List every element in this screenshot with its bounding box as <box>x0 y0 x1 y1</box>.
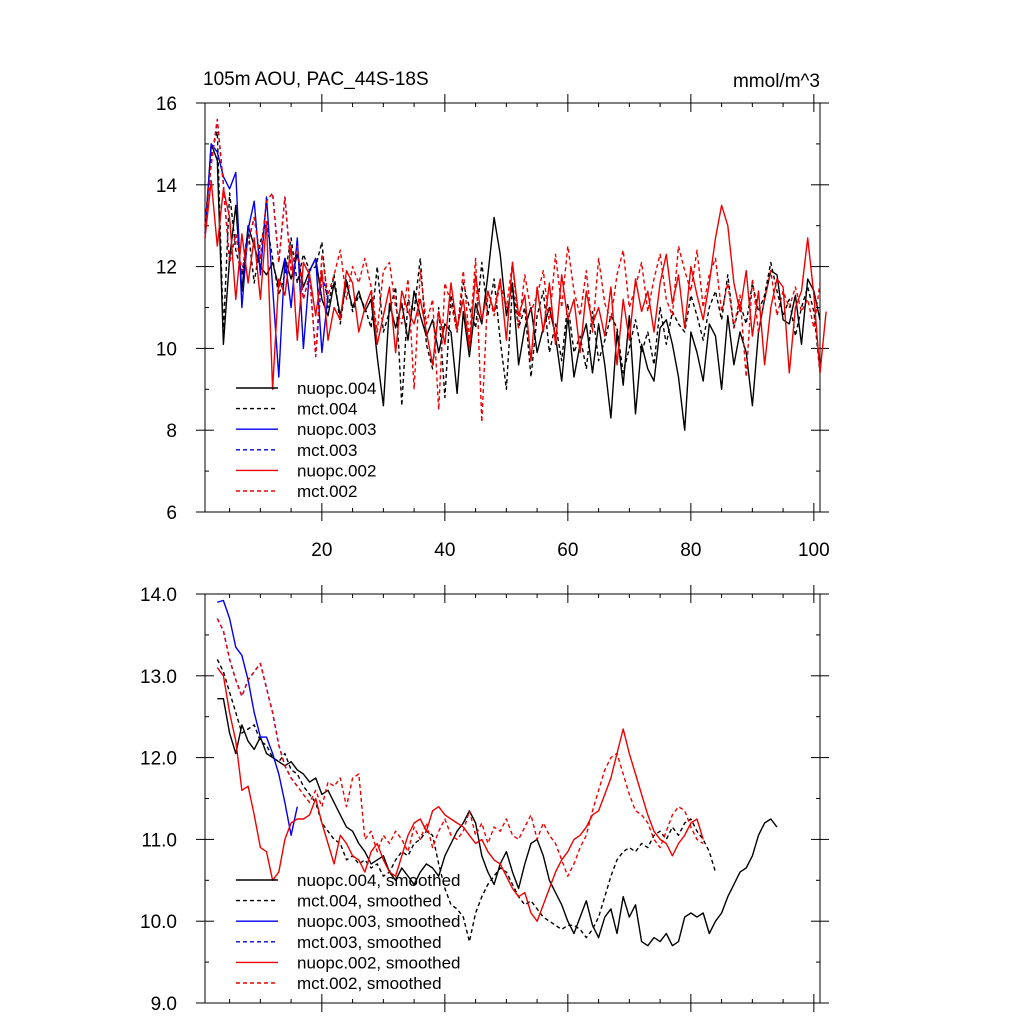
legend-label: mct.004, smoothed <box>297 892 442 911</box>
y-tick-label: 8 <box>166 421 177 442</box>
bottom-panel: 9.0 10.0 11.0 12.0 13.0 14.0 nuopc.004, smooth… <box>140 585 829 1015</box>
y-tick-label: 16 <box>156 94 177 115</box>
x-tick-label: 40 <box>434 540 455 561</box>
series-line-mct-004-smoothed <box>216 659 717 943</box>
series-line-nuopc-002 <box>204 179 827 390</box>
y-tick-label: 12 <box>156 258 177 279</box>
x-tick-label: 100 <box>798 540 830 561</box>
legend-label: nuopc.003 <box>297 420 376 439</box>
y-tick-label: 9.0 <box>151 994 177 1015</box>
legend-label: nuopc.004, smoothed <box>297 871 461 890</box>
units-label: mmol/m^3 <box>733 71 820 92</box>
legend-label: nuopc.002 <box>297 461 376 480</box>
x-tick-label: 60 <box>557 540 578 561</box>
x-tick-label: 20 <box>311 540 332 561</box>
y-tick-label: 6 <box>166 503 177 524</box>
legend-label: nuopc.004 <box>297 379 376 398</box>
series-line-nuopc-003 <box>204 143 329 378</box>
series-line-nuopc-003-smoothed <box>217 599 298 836</box>
legend-label: mct.003, smoothed <box>297 933 442 952</box>
legend-label: mct.003 <box>297 441 357 460</box>
series-line-nuopc-004 <box>204 143 821 431</box>
y-tick-label: 10.0 <box>140 912 177 933</box>
series-line-mct-002 <box>204 118 821 423</box>
y-tick-label: 14 <box>156 176 178 197</box>
y-tick-label: 11.0 <box>141 830 177 851</box>
x-tick-label: 80 <box>680 540 701 561</box>
legend-label: mct.004 <box>297 400 357 419</box>
top-panel: 20 40 60 80 1006810121416nuopc.004mct.004nuo… <box>156 94 830 561</box>
y-tick-label: 10 <box>156 339 177 360</box>
series-line-mct-002-smoothed <box>216 618 704 877</box>
legend-label: nuopc.003, smoothed <box>297 912 461 931</box>
series-line-nuopc-002-smoothed <box>216 667 704 922</box>
series-line-nuopc-004-smoothed <box>217 698 778 947</box>
chart-title: 105m AOU, PAC_44S-18S <box>203 69 429 90</box>
series-line-mct-003-smoothed <box>216 618 298 787</box>
y-tick-label: 13.0 <box>140 667 177 688</box>
y-tick-label: 12.0 <box>140 749 177 770</box>
legend-label: mct.002, smoothed <box>297 974 442 993</box>
legend-label: mct.002 <box>297 482 357 501</box>
series-line-mct-004 <box>204 130 821 407</box>
legend-label: nuopc.002, smoothed <box>297 953 461 972</box>
y-tick-label: 14.0 <box>140 585 177 606</box>
